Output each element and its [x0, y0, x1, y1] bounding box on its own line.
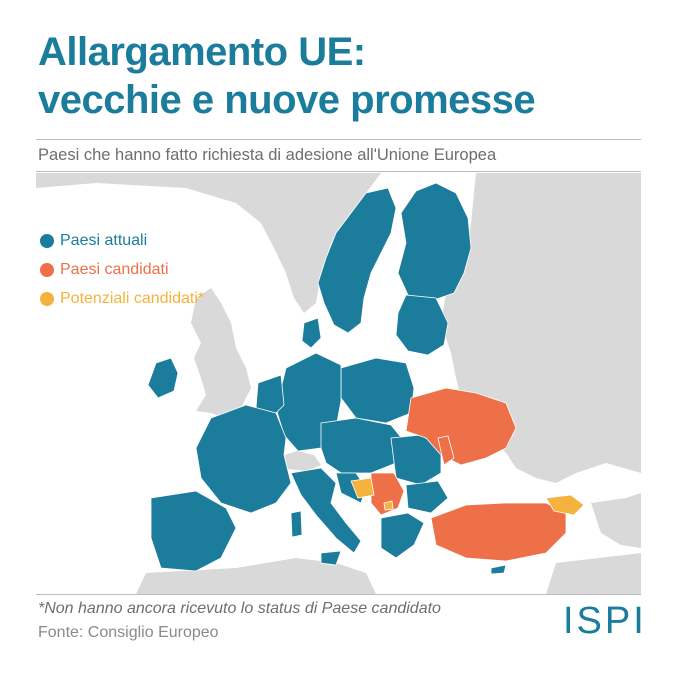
title-line-2: vecchie e nuove promesse	[38, 78, 536, 122]
region-sweden	[317, 187, 397, 334]
region-denmark	[301, 317, 322, 349]
legend-item-potential: Potenziali candidati*	[40, 284, 204, 313]
candidate-countries	[370, 387, 567, 562]
potential-candidates	[350, 477, 585, 516]
region-north-africa	[136, 558, 376, 594]
legend-label-potential: Potenziali candidati*	[60, 289, 205, 307]
source-text: Fonte: Consiglio Europeo	[38, 624, 219, 641]
legend-label-current: Paesi attuali	[60, 231, 148, 249]
region-benelux	[255, 374, 285, 419]
region-georgia	[545, 494, 585, 516]
legend: Paesi attuali Paesi candidati Potenziali…	[40, 226, 204, 313]
region-ireland	[147, 357, 179, 399]
legend-dot-potential	[40, 291, 54, 306]
region-switzerland	[284, 451, 321, 471]
europe-map-svg	[36, 173, 641, 594]
page-title: Allargamento UE: vecchie e nuove promess…	[38, 28, 658, 124]
map	[36, 173, 641, 594]
region-finland	[397, 182, 472, 302]
legend-label-candidates: Paesi candidati	[60, 260, 169, 278]
region-baltics	[395, 294, 449, 356]
legend-item-current: Paesi attuali	[40, 226, 204, 255]
region-poland	[340, 357, 415, 424]
region-bulgaria	[405, 480, 449, 514]
region-greece	[380, 512, 425, 559]
region-middle-east	[546, 553, 641, 594]
region-western-balkans	[370, 472, 405, 516]
map-top-divider	[36, 171, 641, 172]
region-france	[195, 404, 292, 514]
region-bosnia	[350, 477, 375, 499]
region-norway	[36, 173, 381, 313]
region-sardinia	[290, 510, 303, 538]
title-divider	[36, 139, 641, 140]
legend-dot-candidates	[40, 262, 54, 277]
legend-item-candidates: Paesi candidati	[40, 255, 204, 284]
region-iberia	[150, 490, 237, 572]
ispi-logo: ISPI	[563, 600, 647, 642]
region-caucasus	[591, 493, 641, 548]
region-italy	[290, 467, 362, 554]
legend-dot-current	[40, 233, 54, 248]
region-turkey	[430, 502, 567, 562]
footnote: *Non hanno ancora ricevuto lo status di …	[38, 600, 441, 617]
region-ukraine	[405, 387, 517, 466]
title-line-1: Allargamento UE:	[38, 30, 366, 74]
subtitle: Paesi che hanno fatto richiesta di adesi…	[38, 146, 497, 164]
region-kosovo	[383, 500, 394, 511]
region-great-britain	[191, 288, 251, 418]
footer-divider	[36, 594, 641, 595]
region-moldova	[437, 435, 455, 466]
region-cyprus	[490, 564, 507, 575]
region-sicily	[320, 550, 342, 566]
eu-members	[147, 182, 507, 575]
region-central-europe	[320, 417, 405, 474]
